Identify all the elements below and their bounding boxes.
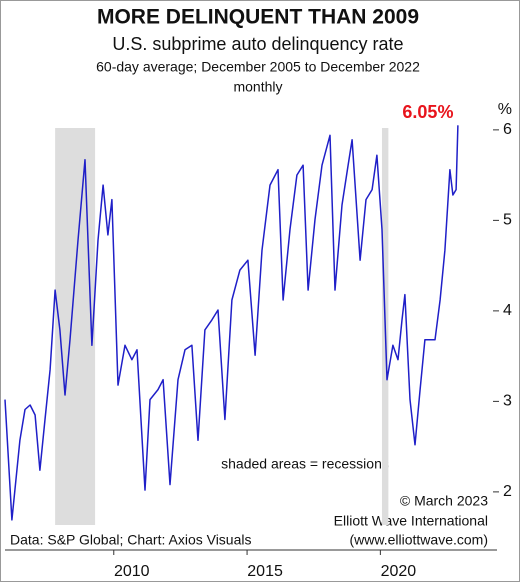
chart-note: monthly <box>233 79 282 95</box>
x-tick-label: 2020 <box>381 563 417 580</box>
x-tick-label: 2010 <box>114 563 150 580</box>
chart-subtitle: U.S. subprime auto delinquency rate <box>112 34 403 54</box>
credit: © March 2023 <box>400 493 488 509</box>
plot-area: 2 3 4 5 6 2010 2015 2020 6.05% <box>4 102 512 580</box>
x-tick-label: 2015 <box>247 563 283 580</box>
y-axis-label: % <box>498 101 512 118</box>
y-tick-label: 5 <box>503 212 512 229</box>
y-tick-label: 2 <box>503 483 512 500</box>
credit: (www.elliottwave.com) <box>350 532 488 548</box>
value-label: 6.05% <box>402 102 453 122</box>
chart-note: 60-day average; December 2005 to Decembe… <box>96 59 420 75</box>
recession-band <box>55 128 96 525</box>
chart-title: MORE DELINQUENT THAN 2009 <box>97 6 419 29</box>
credit: Elliott Wave International <box>334 513 488 529</box>
source: Data: S&P Global; Chart: Axios Visuals <box>10 532 252 548</box>
y-tick-label: 6 <box>503 121 512 138</box>
legend-note: shaded areas = recessions <box>221 456 389 472</box>
y-tick-label: 3 <box>503 393 512 410</box>
data-line <box>4 125 459 521</box>
y-tick-label: 4 <box>503 302 512 319</box>
